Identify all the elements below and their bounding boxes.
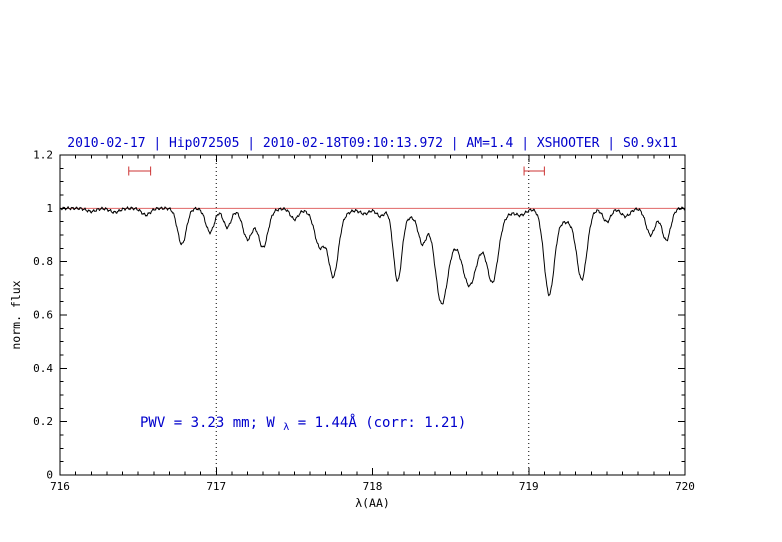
- pwv-annotation-main: PWV = 3.23 mm; W: [140, 415, 275, 431]
- x-tick-label: 720: [675, 480, 695, 493]
- y-tick-label: 0.8: [33, 255, 53, 268]
- y-tick-label: 0.2: [33, 415, 53, 428]
- pwv-annotation: PWV = 3.23 mm; W λ = 1.44Å (corr: 1.21): [140, 414, 466, 434]
- y-tick-label: 1: [46, 202, 53, 215]
- plot-title: 2010-02-17 | Hip072505 | 2010-02-18T09:1…: [67, 136, 677, 151]
- axis-ticks: [59, 154, 686, 476]
- x-axis-label: λ(AA): [355, 496, 390, 510]
- axis-tick-labels: 716 717 718 719 720 0 0.2 0.4 0.6 0.8 1 1.2: [33, 149, 695, 494]
- x-tick-label: 716: [50, 480, 70, 493]
- x-tick-label: 717: [206, 480, 226, 493]
- y-tick-label: 0.4: [33, 362, 53, 375]
- y-axis-label: norm. flux: [9, 280, 23, 349]
- y-tick-label: 0: [46, 469, 53, 482]
- spectrum-line: [59, 206, 686, 305]
- x-tick-label: 719: [519, 480, 539, 493]
- range-markers: [128, 166, 545, 176]
- y-tick-label: 1.2: [33, 149, 53, 162]
- y-tick-label: 0.6: [33, 309, 53, 322]
- pwv-annotation-subscript: λ: [283, 422, 289, 433]
- x-tick-label: 718: [363, 480, 383, 493]
- pwv-annotation-rest: = 1.44Å (corr: 1.21): [298, 414, 467, 431]
- gridlines: [215, 155, 530, 475]
